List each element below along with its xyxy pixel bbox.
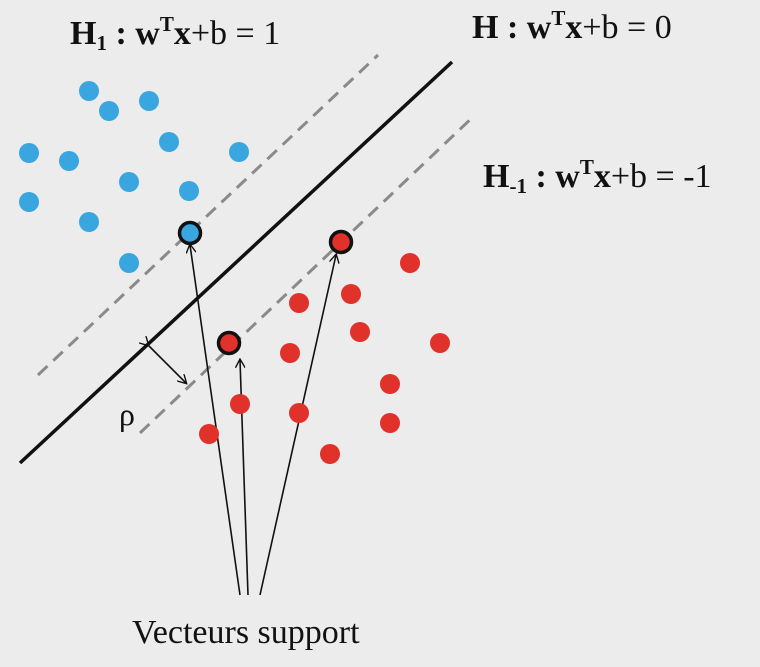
support-arrow-red-high [259,255,336,596]
equation-h1: H1 : wTx+b = 1 [70,12,281,55]
red-point [341,284,361,304]
red-point [430,333,450,353]
blue-point [139,91,159,111]
blue-point [59,151,79,171]
blue-point [119,253,139,273]
red-point [289,403,309,423]
red-point [380,374,400,394]
margin-label: ρ [119,396,135,432]
red-point [350,322,370,342]
red-point [199,424,219,444]
margin-line-h1 [36,53,380,377]
blue-point [79,212,99,232]
blue-point [229,142,249,162]
red-point [230,394,250,414]
red-point [280,343,300,363]
margin-arrow [148,345,186,383]
support-vector-red-high [328,229,354,255]
red-point [400,253,420,273]
margin-line-h-1 [138,113,477,435]
blue-point [19,192,39,212]
equation-h: H : wTx+b = 0 [472,6,672,46]
red-point [320,444,340,464]
blue-point [99,101,119,121]
blue-point [19,143,39,163]
hyperplane-h [18,60,454,465]
blue-point [159,132,179,152]
support-vector-blue [177,220,203,246]
red-point [289,293,309,313]
blue-point [179,181,199,201]
blue-point [79,81,99,101]
support-vector-red-low [216,330,242,356]
support-vectors-caption: Vecteurs support [132,614,360,651]
blue-point [119,172,139,192]
red-class-points [199,253,450,464]
blue-class-points [19,81,249,273]
red-point [380,413,400,433]
equation-h-minus-1: H-1 : wTx+b = -1 [483,155,712,198]
support-arrow-blue [190,245,241,596]
